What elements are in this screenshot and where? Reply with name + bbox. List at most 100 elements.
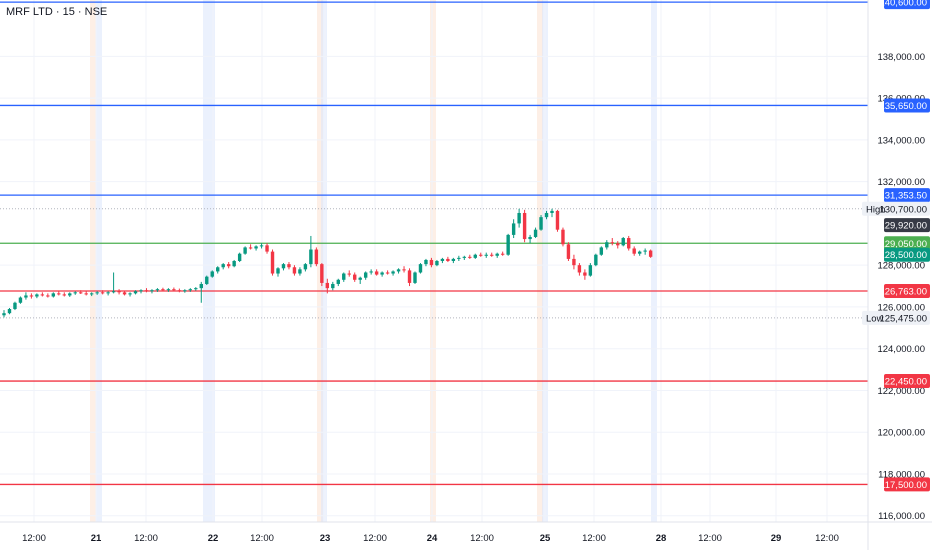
candle-body[interactable]: [418, 264, 423, 273]
candle-body[interactable]: [133, 291, 138, 294]
candle-body[interactable]: [122, 292, 127, 295]
candle-body[interactable]: [226, 264, 231, 267]
candle-body[interactable]: [281, 264, 286, 269]
candle-body[interactable]: [172, 289, 176, 291]
candle-body[interactable]: [621, 238, 625, 246]
candle-body[interactable]: [265, 245, 269, 252]
candle-body[interactable]: [353, 274, 357, 280]
candle-body[interactable]: [68, 293, 72, 296]
candle-body[interactable]: [221, 264, 225, 268]
candle-body[interactable]: [46, 295, 50, 297]
candle-body[interactable]: [259, 245, 264, 247]
candle-body[interactable]: [205, 276, 209, 284]
candle-body[interactable]: [374, 271, 379, 275]
candle-body[interactable]: [194, 288, 198, 290]
candle-body[interactable]: [544, 212, 549, 218]
candle-body[interactable]: [243, 247, 247, 254]
candle-body[interactable]: [550, 210, 554, 213]
candle-body[interactable]: [35, 294, 39, 297]
candle-body[interactable]: [177, 290, 182, 292]
candle-body[interactable]: [210, 271, 214, 277]
candle-body[interactable]: [24, 295, 28, 298]
candle-body[interactable]: [155, 289, 160, 291]
candle-body[interactable]: [473, 254, 477, 258]
symbol-title[interactable]: MRF LTD · 15 · NSE: [6, 6, 108, 18]
candle-body[interactable]: [610, 242, 614, 244]
candle-body[interactable]: [106, 292, 110, 294]
candle-body[interactable]: [396, 269, 401, 272]
candle-body[interactable]: [325, 282, 330, 289]
candle-body[interactable]: [599, 247, 604, 255]
candle-body[interactable]: [413, 272, 417, 283]
candle-body[interactable]: [254, 246, 258, 249]
candle-body[interactable]: [139, 290, 143, 292]
candle-body[interactable]: [298, 269, 302, 274]
horizontal-levels[interactable]: [0, 1, 868, 486]
candle-body[interactable]: [479, 254, 483, 256]
candle-body[interactable]: [40, 294, 45, 296]
candle-body[interactable]: [199, 283, 203, 289]
candle-body[interactable]: [73, 292, 77, 294]
candle-body[interactable]: [648, 250, 653, 257]
candle-body[interactable]: [407, 270, 412, 283]
candle-body[interactable]: [150, 290, 154, 292]
candle-body[interactable]: [555, 210, 560, 230]
candle-body[interactable]: [462, 256, 467, 258]
candle-body[interactable]: [632, 248, 636, 254]
candle-body[interactable]: [309, 249, 313, 265]
candle-body[interactable]: [166, 289, 171, 291]
candlestick-series[interactable]: [2, 208, 653, 318]
candle-body[interactable]: [13, 302, 17, 310]
candle-body[interactable]: [533, 229, 538, 237]
candle-body[interactable]: [616, 243, 620, 246]
candle-body[interactable]: [144, 290, 149, 292]
candle-body[interactable]: [391, 271, 395, 274]
candle-body[interactable]: [276, 268, 280, 274]
candle-body[interactable]: [287, 264, 291, 268]
candle-body[interactable]: [248, 247, 253, 249]
candle-body[interactable]: [506, 234, 510, 255]
candle-body[interactable]: [111, 291, 116, 293]
candle-body[interactable]: [314, 249, 319, 265]
candle-body[interactable]: [270, 251, 275, 274]
candle-body[interactable]: [95, 292, 99, 294]
candle-body[interactable]: [511, 223, 516, 235]
candle-body[interactable]: [435, 261, 439, 266]
candle-body[interactable]: [643, 250, 647, 252]
candle-body[interactable]: [320, 264, 324, 283]
candle-body[interactable]: [451, 258, 456, 261]
candle-body[interactable]: [566, 244, 571, 259]
candle-body[interactable]: [583, 272, 587, 276]
candle-body[interactable]: [18, 297, 23, 303]
candle-body[interactable]: [89, 293, 94, 295]
candle-body[interactable]: [216, 267, 220, 272]
candle-body[interactable]: [128, 293, 132, 295]
candle-body[interactable]: [161, 289, 165, 291]
candle-body[interactable]: [342, 273, 346, 280]
candle-body[interactable]: [517, 212, 521, 224]
candle-body[interactable]: [522, 212, 527, 240]
candle-body[interactable]: [369, 271, 373, 273]
candle-body[interactable]: [292, 267, 297, 274]
candle-body[interactable]: [385, 272, 390, 274]
candle-body[interactable]: [347, 273, 351, 275]
candle-body[interactable]: [577, 265, 582, 273]
candle-body[interactable]: [572, 258, 576, 266]
candle-body[interactable]: [402, 269, 406, 271]
candle-body[interactable]: [79, 292, 83, 294]
candle-body[interactable]: [100, 292, 105, 294]
candle-body[interactable]: [457, 257, 461, 259]
candle-body[interactable]: [84, 293, 88, 295]
candle-body[interactable]: [380, 272, 384, 275]
candle-body[interactable]: [627, 238, 631, 249]
candle-body[interactable]: [468, 256, 472, 258]
candle-body[interactable]: [7, 309, 12, 314]
candle-body[interactable]: [188, 289, 193, 291]
candle-body[interactable]: [62, 294, 66, 296]
candle-body[interactable]: [446, 258, 450, 261]
candle-body[interactable]: [495, 253, 499, 256]
candle-body[interactable]: [484, 254, 488, 256]
candle-body[interactable]: [363, 272, 368, 278]
